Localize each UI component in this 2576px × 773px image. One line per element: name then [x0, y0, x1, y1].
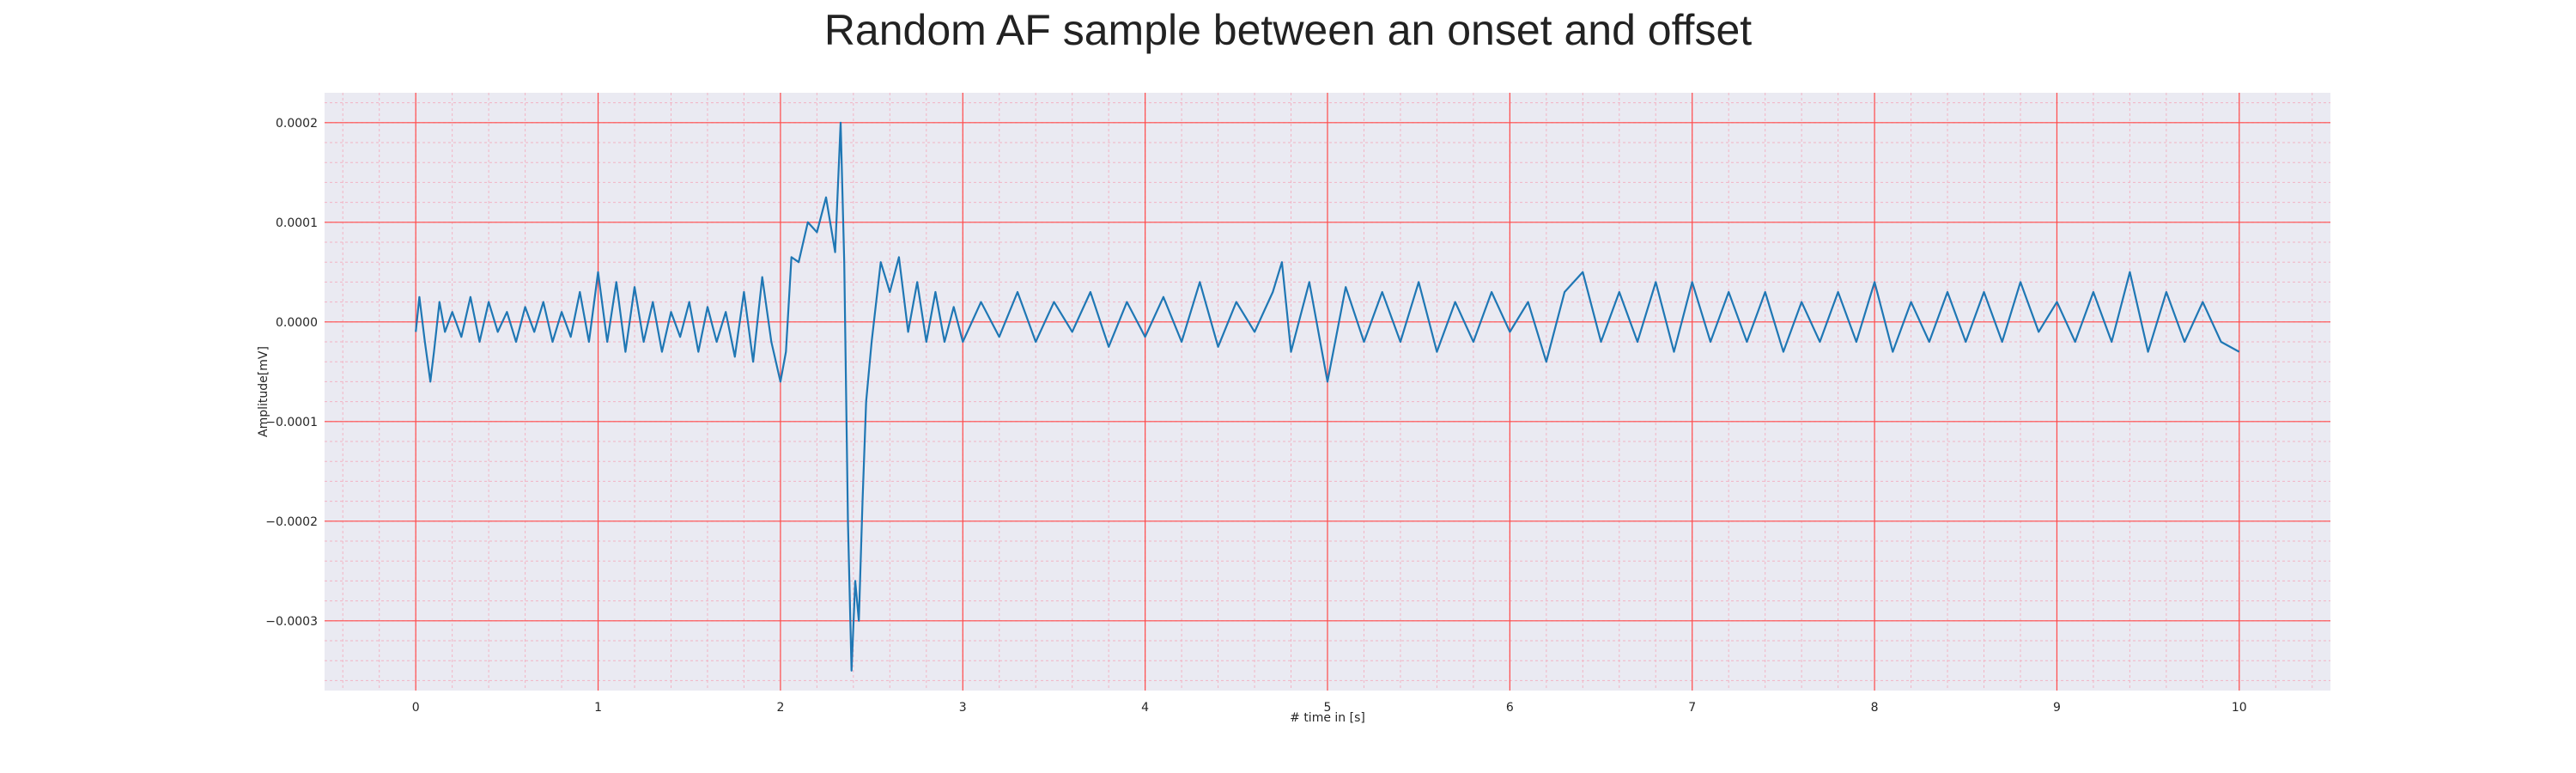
x-tick-label: 7: [1688, 701, 1696, 715]
x-tick-label: 3: [959, 701, 967, 715]
x-tick-label: 6: [1506, 701, 1514, 715]
y-axis-ticks: 0.0002 0.0001 0.0000 −0.0001 −0.0002 −0.0003: [265, 117, 318, 629]
y-tick-label: 0.0000: [276, 316, 318, 330]
y-tick-label: 0.0002: [276, 117, 318, 131]
y-tick-label: −0.0001: [265, 416, 318, 429]
x-tick-label: 2: [776, 701, 784, 715]
y-tick-label: 0.0001: [276, 216, 318, 230]
x-tick-label: 8: [1871, 701, 1879, 715]
y-tick-label: −0.0002: [265, 515, 318, 529]
y-axis-label: Amplitude[mV]: [257, 346, 270, 437]
x-tick-label: 0: [412, 701, 420, 715]
y-tick-label: −0.0003: [265, 615, 318, 629]
x-tick-label: 9: [2053, 701, 2061, 715]
x-axis-label: # time in [s]: [1290, 711, 1365, 725]
x-tick-label: 10: [2232, 701, 2247, 715]
x-tick-label: 4: [1141, 701, 1149, 715]
x-tick-label: 1: [594, 701, 602, 715]
